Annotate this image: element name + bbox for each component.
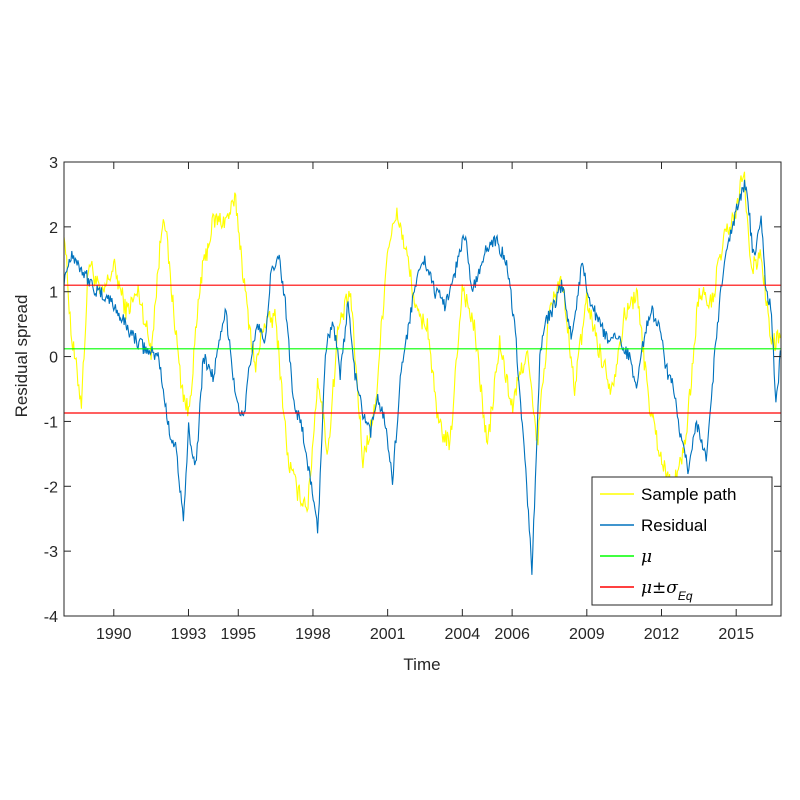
y-tick-label: 2 bbox=[49, 220, 58, 237]
y-tick-label: -3 bbox=[44, 544, 58, 561]
legend-box bbox=[591, 476, 773, 606]
x-tick-label: 2006 bbox=[494, 626, 530, 643]
x-tick-label: 1993 bbox=[171, 626, 207, 643]
legend-subscript: Eq bbox=[678, 589, 693, 603]
y-tick-label: -4 bbox=[44, 609, 58, 626]
y-tick-label: 3 bbox=[49, 155, 58, 172]
legend-symbol: μ±σ bbox=[641, 578, 678, 598]
legend-label: μ bbox=[641, 547, 652, 567]
plot-area bbox=[64, 171, 781, 575]
y-tick-label: -1 bbox=[44, 414, 58, 431]
legend: Sample path Residual μ μ±σEq bbox=[591, 476, 773, 606]
x-tick-label: 1998 bbox=[295, 626, 331, 643]
series-line-sample-path bbox=[64, 171, 781, 514]
x-tick-label: 1995 bbox=[220, 626, 256, 643]
x-tick-label: 2004 bbox=[445, 626, 481, 643]
x-axis-label: Time bbox=[403, 655, 440, 674]
x-tick-label: 1990 bbox=[96, 626, 132, 643]
legend-symbol: μ bbox=[641, 547, 652, 567]
legend-label: Residual bbox=[641, 516, 707, 535]
legend-label: Sample path bbox=[641, 485, 736, 504]
axes: -4 -3 -2 -1 0 1 2 3 1990 1993 1995 1998 2001 2004 2006… bbox=[44, 155, 782, 643]
series-line-residual bbox=[64, 179, 781, 575]
x-tick-label: 2015 bbox=[718, 626, 754, 643]
x-tick-label: 2009 bbox=[569, 626, 605, 643]
legend-label: μ±σEq bbox=[641, 578, 693, 603]
y-axis-label: Residual spread bbox=[12, 295, 31, 418]
y-tick-label: -2 bbox=[44, 479, 58, 496]
x-tick-label: 2001 bbox=[370, 626, 406, 643]
y-tick-label: 0 bbox=[49, 350, 58, 367]
y-tick-label: 1 bbox=[49, 285, 58, 302]
x-tick-label: 2012 bbox=[644, 626, 680, 643]
axes-box bbox=[63, 161, 782, 617]
